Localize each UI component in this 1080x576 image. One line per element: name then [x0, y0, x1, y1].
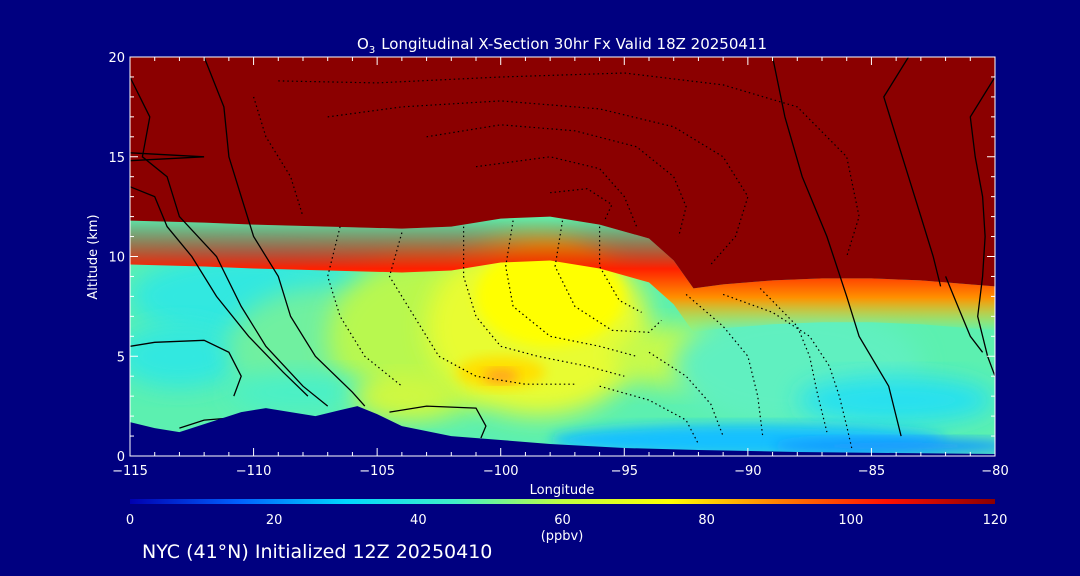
contour-line-dotted [327, 100, 749, 265]
ozone-field: -10-20-30-10-1000101010000-10-10-10 [130, 0, 995, 456]
tropopause-gradient-band [130, 216, 995, 333]
contour-line-dotted [388, 232, 575, 385]
concentration-region [130, 324, 242, 389]
colorbar-tick-label: 60 [554, 513, 571, 528]
contour-label: -10 [739, 0, 757, 3]
contour-line-solid [203, 57, 366, 407]
concentration-region [483, 369, 519, 384]
contour-line-dotted [278, 72, 860, 257]
colorbar [130, 499, 995, 504]
contour-label: 10 [153, 0, 167, 3]
contour-label: -10 [492, 0, 510, 3]
contour-label: -10 [788, 0, 806, 3]
contour-label: -20 [591, 0, 609, 3]
x-tick-label: −95 [611, 464, 638, 479]
difference-contours [130, 57, 995, 449]
contour-label: 0 [386, 0, 393, 3]
x-axis: −115 −110 −105 −100 −95 −90 −85 −80 [112, 57, 1009, 479]
contour-line-solid [130, 186, 309, 397]
y-axis: 0 5 10 15 20 [108, 51, 995, 465]
contour-label: -30 [610, 0, 628, 3]
y-tick-label: 10 [108, 251, 125, 266]
x-axis-label: Longitude [530, 483, 595, 498]
y-axis-label: Altitude (km) [86, 214, 101, 299]
x-tick-label: −110 [236, 464, 272, 479]
contour-line-solid [771, 57, 902, 437]
contour-labels: -10-20-30-10-1000101010000-10-10-10 [153, 0, 906, 3]
contour-line-dotted [550, 188, 613, 221]
title-species: O [357, 35, 369, 53]
contour-line-solid [389, 405, 487, 439]
contour-label: 10 [232, 0, 246, 3]
contour-line-dotted [759, 287, 828, 433]
title-subscript: 3 [369, 45, 375, 56]
contour-line-dotted [426, 124, 687, 237]
x-tick-label: −115 [112, 464, 148, 479]
contour-label: 0 [480, 0, 487, 3]
colorbar-tick-label: 80 [698, 513, 715, 528]
contour-label: -10 [665, 0, 683, 3]
contour-label: -10 [294, 0, 312, 3]
x-tick-label: −85 [858, 464, 885, 479]
concentration-region [476, 246, 625, 347]
x-tick-label: −90 [734, 464, 761, 479]
x-tick-label: −100 [483, 464, 519, 479]
y-tick-label: 20 [108, 51, 125, 66]
colorbar-tick-label: 40 [410, 513, 427, 528]
contour-line-solid [969, 76, 995, 377]
contour-label: 0 [240, 0, 247, 3]
contour-line-dotted [554, 220, 662, 333]
contour-label: 10 [892, 0, 906, 3]
title-text: Longitudinal X-Section 30hr Fx Valid 18Z… [381, 35, 767, 53]
x-tick-label: −105 [359, 464, 395, 479]
concentration-region [772, 438, 995, 455]
colorbar-ticks: 0 20 40 60 80 100 120 [126, 513, 1008, 528]
colorbar-tick-label: 120 [983, 513, 1008, 528]
contour-line-solid [944, 276, 984, 353]
contour-line-dotted [685, 293, 764, 437]
y-tick-label: 0 [117, 450, 125, 465]
contour-label: 0 [863, 0, 870, 3]
y-tick-label: 15 [108, 151, 125, 166]
y-tick-label: 5 [117, 350, 125, 365]
contour-line-dotted [463, 226, 625, 377]
concentration-regions [130, 236, 995, 456]
contour-line-dotted [475, 156, 638, 227]
footer-caption: NYC (41°N) Initialized 12Z 20250410 [142, 541, 493, 563]
terrain [130, 406, 995, 456]
contour-line-dotted [722, 293, 853, 449]
colorbar-unit-label: (ppbv) [541, 529, 584, 544]
colorbar-tick-label: 0 [126, 513, 134, 528]
contour-line-solid [130, 339, 242, 397]
contour-label: 0 [893, 0, 900, 3]
x-tick-label: −80 [981, 464, 1008, 479]
contour-line-solid [130, 76, 329, 407]
contour-line-dotted [599, 226, 642, 313]
colorbar-tick-label: 20 [266, 513, 283, 528]
chart-title: O3 Longitudinal X-Section 30hr Fx Valid 1… [357, 35, 767, 56]
contour-line-solid [130, 152, 205, 162]
contour-label: -10 [628, 0, 646, 3]
colorbar-tick-label: 100 [838, 513, 863, 528]
contour-line-solid [883, 57, 942, 287]
contour-line-dotted [599, 385, 699, 445]
concentration-region [797, 376, 995, 425]
